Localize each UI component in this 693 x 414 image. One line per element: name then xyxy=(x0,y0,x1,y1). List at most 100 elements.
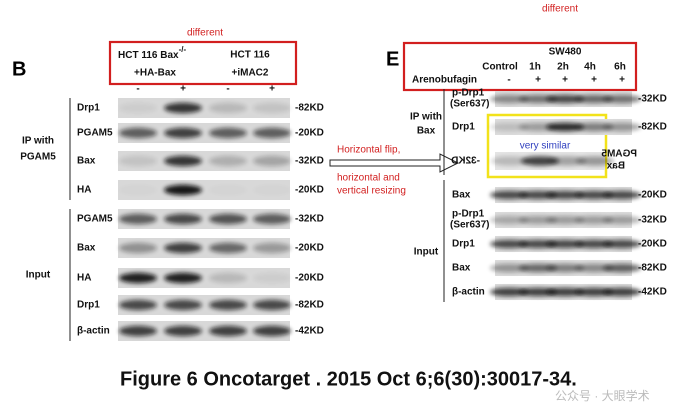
band xyxy=(519,122,557,132)
annotation: vertical resizing xyxy=(337,186,406,197)
band xyxy=(603,190,641,200)
blot xyxy=(118,238,290,258)
band xyxy=(209,299,247,311)
row-label: Bax xyxy=(452,190,471,201)
size-label: -32KD xyxy=(295,156,324,167)
band xyxy=(209,185,247,195)
header-text: SW480 xyxy=(549,47,582,58)
band xyxy=(603,215,641,225)
band xyxy=(209,155,247,167)
watermark: 公众号 · 大眼学术 xyxy=(555,388,650,403)
highlight-box xyxy=(108,40,298,86)
lane-sign: + xyxy=(562,75,568,86)
band xyxy=(164,155,202,167)
header-text: Arenobufagin xyxy=(412,75,477,86)
group-label: Input xyxy=(414,247,439,258)
lane-sign: + xyxy=(591,75,597,86)
band xyxy=(490,122,528,132)
size-label: -42KD xyxy=(295,326,324,337)
band xyxy=(519,287,557,297)
size-label: -20KD xyxy=(295,273,324,284)
band xyxy=(575,239,613,249)
size-label: -82KD xyxy=(638,263,667,274)
band xyxy=(546,122,584,132)
band xyxy=(490,239,528,249)
band xyxy=(209,242,247,254)
band xyxy=(119,325,157,337)
band xyxy=(575,190,613,200)
band xyxy=(521,156,559,166)
group-label: IP with xyxy=(410,112,442,123)
size-label: -82KD xyxy=(295,103,324,114)
band xyxy=(209,325,247,337)
mirrored-label: PGAM5 xyxy=(601,149,637,160)
lane-sign: - xyxy=(507,75,510,86)
band xyxy=(575,287,613,297)
band xyxy=(575,94,613,104)
row-label: p-Drp1 xyxy=(452,88,485,99)
size-label: -20KD xyxy=(295,128,324,139)
caption: Figure 6 Oncotarget . 2015 Oct 6;6(30):3… xyxy=(120,368,577,390)
annotation: horizontal and xyxy=(337,173,400,184)
band xyxy=(119,242,157,254)
band xyxy=(164,102,202,114)
lane-time: 4h xyxy=(584,62,596,73)
band xyxy=(603,94,641,104)
band xyxy=(119,185,157,195)
size-label: -20KD xyxy=(295,243,324,254)
band xyxy=(546,190,584,200)
band xyxy=(491,156,529,166)
mirrored-label: Bax xyxy=(606,161,625,172)
band xyxy=(253,272,291,284)
highlight-box xyxy=(402,41,638,92)
lane-sign: + xyxy=(535,75,541,86)
size-label: -82KD xyxy=(295,300,324,311)
band xyxy=(490,190,528,200)
band xyxy=(546,94,584,104)
band xyxy=(119,213,157,225)
band xyxy=(519,94,557,104)
row-label: PGAM5 xyxy=(77,214,113,225)
band xyxy=(603,122,641,132)
band xyxy=(490,263,528,273)
note: different xyxy=(542,4,578,15)
band xyxy=(209,272,247,284)
size-label: -20KD xyxy=(638,190,667,201)
band xyxy=(164,325,202,337)
panel-label: E xyxy=(386,48,399,70)
size-label: -42KD xyxy=(638,287,667,298)
row-label: β-actin xyxy=(452,287,485,298)
band xyxy=(575,215,613,225)
band xyxy=(546,215,584,225)
size-label: -32KD xyxy=(638,94,667,105)
lane-sign: + xyxy=(619,75,625,86)
header-sup: -/- xyxy=(179,45,187,54)
band xyxy=(209,102,247,114)
similar-box xyxy=(486,113,608,179)
row-label: Bax xyxy=(452,263,471,274)
blot xyxy=(118,123,290,143)
row-label: Bax xyxy=(77,243,96,254)
band xyxy=(548,156,586,166)
lane-sign: - xyxy=(226,84,229,95)
row-label: PGAM5 xyxy=(77,128,113,139)
band xyxy=(603,239,641,249)
lane-time: 1h xyxy=(529,62,541,73)
band xyxy=(164,242,202,254)
band xyxy=(119,155,157,167)
band xyxy=(119,102,157,114)
band xyxy=(490,215,528,225)
lane-sign: + xyxy=(180,84,186,95)
lane-sign: + xyxy=(269,84,275,95)
band xyxy=(253,185,291,195)
blot xyxy=(118,268,290,288)
band xyxy=(490,94,528,104)
blot xyxy=(118,209,290,229)
row-label: β-actin xyxy=(77,326,110,337)
header-text: +iMAC2 xyxy=(232,68,269,79)
mirrored-size: -32KD xyxy=(451,156,480,167)
band xyxy=(519,215,557,225)
header-text: +HA-Bax xyxy=(134,68,176,79)
band xyxy=(209,127,247,139)
